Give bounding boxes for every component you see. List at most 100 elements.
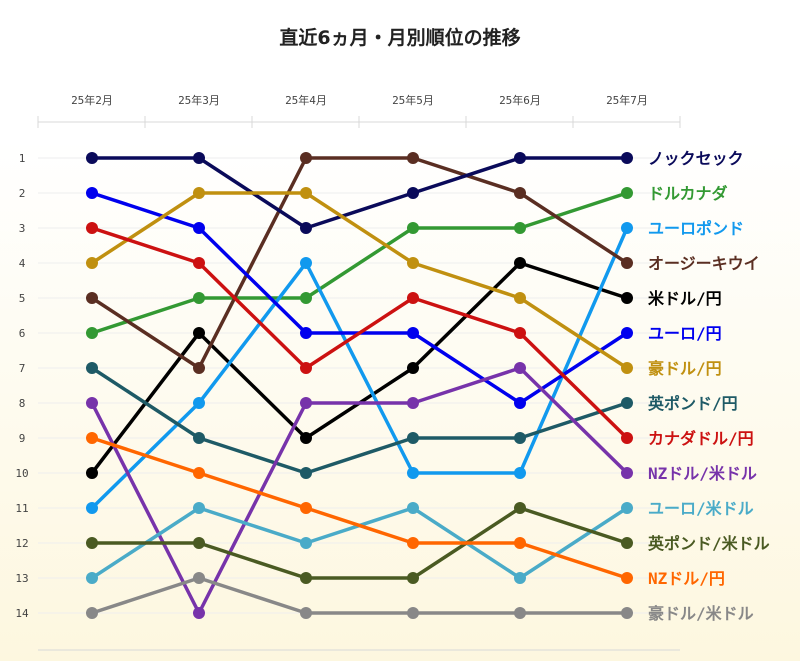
data-point	[86, 397, 98, 409]
data-point	[621, 187, 633, 199]
series-line	[90, 366, 629, 475]
data-point	[621, 572, 633, 584]
data-point	[407, 362, 419, 374]
y-tick-label: 1	[19, 152, 26, 165]
x-axis-ticks: 25年2月 25年3月 25年4月 25年5月 25年6月 25年7月	[71, 93, 648, 107]
data-point	[514, 292, 526, 304]
data-point	[621, 607, 633, 619]
data-point	[193, 572, 205, 584]
y-tick-label: 6	[19, 327, 26, 340]
data-point	[407, 292, 419, 304]
series-label: ユーロ/円	[648, 324, 722, 343]
series-group	[86, 362, 633, 479]
data-point	[621, 537, 633, 549]
series-label: カナダドル/円	[648, 429, 754, 448]
data-point	[193, 432, 205, 444]
y-tick-label: 14	[15, 607, 29, 620]
data-point	[86, 467, 98, 479]
series-line	[90, 436, 629, 580]
series-group	[86, 152, 633, 234]
y-tick-label: 10	[15, 467, 28, 480]
data-point	[621, 467, 633, 479]
data-point	[621, 432, 633, 444]
data-point	[407, 152, 419, 164]
data-point	[514, 397, 526, 409]
series-labels: 米ドル/円 ドルカナダユーロポンドオージーキウイノックセックユーロ/円豪ドル/円英…	[647, 149, 770, 623]
data-point	[621, 292, 633, 304]
series-label: 英ポンド/米ドル	[647, 534, 770, 553]
series-label: NZドル/円	[648, 569, 725, 588]
data-point	[86, 152, 98, 164]
data-point	[407, 257, 419, 269]
data-point	[86, 607, 98, 619]
series-line	[90, 156, 629, 370]
series-label: ノックセック	[648, 149, 744, 168]
data-point	[300, 397, 312, 409]
series-line	[90, 191, 629, 335]
y-tick-label: 11	[15, 502, 28, 515]
y-tick-label: 12	[15, 537, 28, 550]
data-point	[300, 327, 312, 339]
data-point	[86, 257, 98, 269]
data-point	[514, 502, 526, 514]
data-point	[300, 257, 312, 269]
data-point	[193, 257, 205, 269]
series-line	[90, 576, 629, 615]
y-tick-label: 13	[15, 572, 28, 585]
series-line	[90, 366, 629, 615]
data-point	[621, 257, 633, 269]
series-line	[90, 226, 629, 440]
data-point	[300, 222, 312, 234]
series-group	[86, 362, 633, 619]
data-point	[300, 187, 312, 199]
data-point	[514, 327, 526, 339]
series-group	[86, 187, 633, 374]
y-tick-label: 9	[19, 432, 26, 445]
series-lines	[86, 152, 633, 619]
data-point	[193, 607, 205, 619]
series-group	[86, 222, 633, 444]
data-point	[621, 152, 633, 164]
series-group	[86, 572, 633, 619]
data-point	[621, 362, 633, 374]
data-point	[86, 362, 98, 374]
y-tick-label: 7	[19, 362, 26, 375]
data-point	[300, 362, 312, 374]
data-point	[621, 502, 633, 514]
data-point	[514, 572, 526, 584]
x-tick-label: 25年3月	[178, 93, 220, 107]
data-point	[621, 327, 633, 339]
data-point	[407, 397, 419, 409]
data-point	[300, 467, 312, 479]
data-point	[86, 292, 98, 304]
data-point	[514, 257, 526, 269]
series-label: NZドル/米ドル	[648, 464, 757, 483]
y-tick-label: 8	[19, 397, 26, 410]
data-point	[300, 292, 312, 304]
series-label: ドルカナダ	[648, 184, 728, 203]
data-point	[514, 362, 526, 374]
data-point	[514, 607, 526, 619]
data-point	[407, 432, 419, 444]
data-point	[300, 432, 312, 444]
chart-title: 直近6ヵ月・月別順位の推移	[279, 26, 520, 49]
data-point	[407, 222, 419, 234]
data-point	[86, 187, 98, 199]
x-tick-label: 25年7月	[606, 93, 648, 107]
data-point	[86, 327, 98, 339]
y-tick-label: 5	[19, 292, 26, 305]
data-point	[300, 572, 312, 584]
series-line	[90, 191, 629, 370]
data-point	[193, 222, 205, 234]
data-point	[407, 502, 419, 514]
data-point	[86, 572, 98, 584]
series-group	[86, 432, 633, 584]
data-point	[514, 432, 526, 444]
data-point	[193, 187, 205, 199]
data-point	[407, 467, 419, 479]
data-point	[407, 327, 419, 339]
y-tick-label: 4	[19, 257, 26, 270]
